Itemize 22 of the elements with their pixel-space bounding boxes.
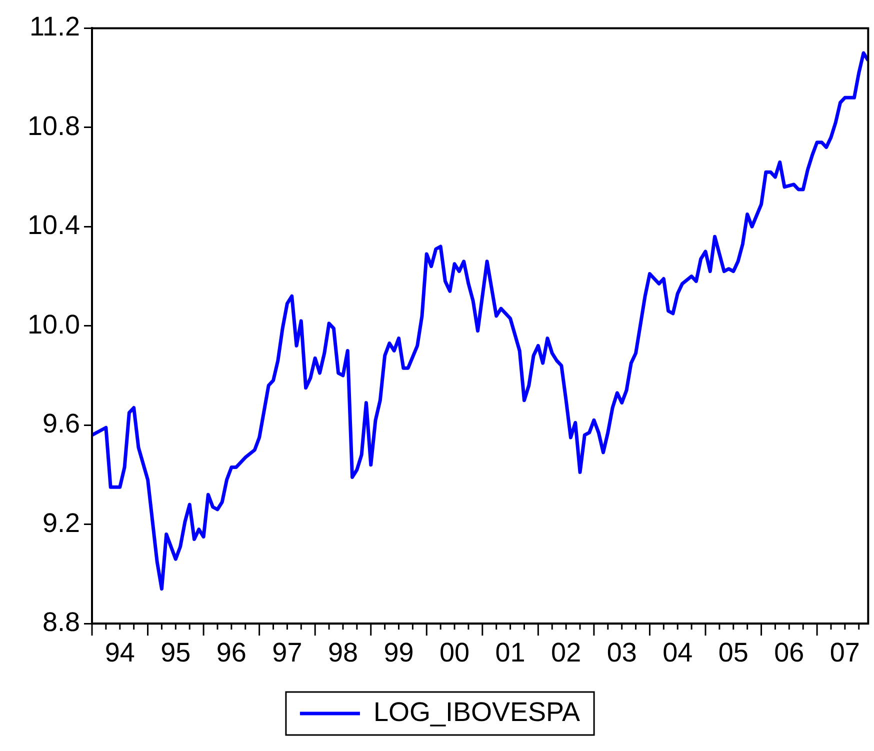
x-tick-label: 00 (439, 637, 470, 668)
x-tick-label: 99 (384, 637, 414, 668)
y-tick-label: 10.8 (27, 110, 80, 141)
x-tick-label: 97 (272, 637, 302, 668)
x-tick-label: 95 (160, 637, 191, 668)
x-tick-label: 02 (551, 637, 582, 668)
x-tick-label: 96 (216, 637, 246, 668)
x-tick-label: 06 (774, 637, 804, 668)
y-tick-label: 10.4 (27, 210, 80, 240)
y-tick-label: 10.0 (27, 309, 80, 340)
x-tick-label: 03 (606, 637, 637, 668)
y-tick-label: 9.2 (42, 508, 80, 538)
x-tick-label: 04 (662, 637, 693, 668)
x-tick-label: 94 (104, 637, 135, 668)
x-tick-label: 98 (328, 637, 358, 668)
x-tick-label: 01 (495, 637, 526, 668)
x-tick-label: 07 (830, 637, 860, 668)
y-tick-label: 8.8 (42, 607, 80, 638)
y-tick-label: 11.2 (29, 12, 80, 42)
x-tick-label: 05 (718, 637, 748, 668)
legend-label: LOG_IBOVESPA (373, 696, 580, 727)
y-tick-label: 9.6 (42, 408, 80, 439)
